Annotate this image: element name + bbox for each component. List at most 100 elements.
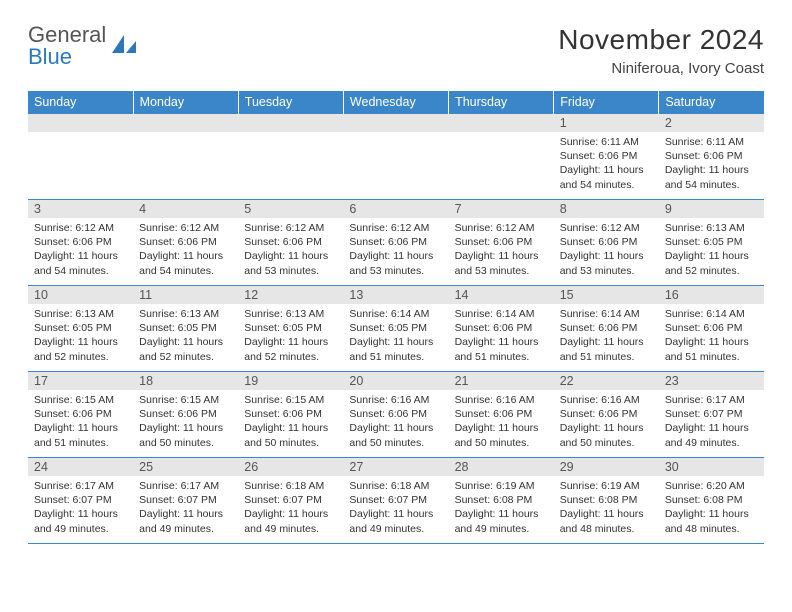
calendar-day-cell: 23Sunrise: 6:17 AMSunset: 6:07 PMDayligh… — [659, 372, 764, 458]
day-number: 9 — [659, 200, 764, 218]
calendar-header-row: SundayMondayTuesdayWednesdayThursdayFrid… — [28, 91, 764, 114]
location-label: Niniferoua, Ivory Coast — [558, 60, 764, 77]
calendar-day-cell: 28Sunrise: 6:19 AMSunset: 6:08 PMDayligh… — [449, 458, 554, 544]
calendar-day-cell — [238, 114, 343, 200]
calendar-day-cell: 2Sunrise: 6:11 AMSunset: 6:06 PMDaylight… — [659, 114, 764, 200]
day-number: 3 — [28, 200, 133, 218]
day-details: Sunrise: 6:12 AMSunset: 6:06 PMDaylight:… — [343, 218, 448, 282]
day-number: 21 — [449, 372, 554, 390]
calendar-table: SundayMondayTuesdayWednesdayThursdayFrid… — [28, 91, 764, 544]
calendar-week-row: 1Sunrise: 6:11 AMSunset: 6:06 PMDaylight… — [28, 114, 764, 200]
calendar-day-cell: 17Sunrise: 6:15 AMSunset: 6:06 PMDayligh… — [28, 372, 133, 458]
calendar-week-row: 17Sunrise: 6:15 AMSunset: 6:06 PMDayligh… — [28, 372, 764, 458]
day-number: 2 — [659, 114, 764, 132]
calendar-body: 1Sunrise: 6:11 AMSunset: 6:06 PMDaylight… — [28, 114, 764, 544]
calendar-day-cell: 12Sunrise: 6:13 AMSunset: 6:05 PMDayligh… — [238, 286, 343, 372]
day-details: Sunrise: 6:15 AMSunset: 6:06 PMDaylight:… — [238, 390, 343, 454]
calendar-day-cell: 13Sunrise: 6:14 AMSunset: 6:05 PMDayligh… — [343, 286, 448, 372]
day-number: 4 — [133, 200, 238, 218]
day-header: Saturday — [659, 91, 764, 114]
calendar-day-cell — [343, 114, 448, 200]
calendar-day-cell: 26Sunrise: 6:18 AMSunset: 6:07 PMDayligh… — [238, 458, 343, 544]
day-details: Sunrise: 6:12 AMSunset: 6:06 PMDaylight:… — [133, 218, 238, 282]
day-number: 1 — [554, 114, 659, 132]
day-number: 11 — [133, 286, 238, 304]
day-number: 20 — [343, 372, 448, 390]
day-number — [238, 114, 343, 132]
calendar-day-cell — [449, 114, 554, 200]
calendar-day-cell — [133, 114, 238, 200]
calendar-day-cell: 1Sunrise: 6:11 AMSunset: 6:06 PMDaylight… — [554, 114, 659, 200]
day-number: 29 — [554, 458, 659, 476]
calendar-day-cell: 30Sunrise: 6:20 AMSunset: 6:08 PMDayligh… — [659, 458, 764, 544]
day-number: 10 — [28, 286, 133, 304]
day-details: Sunrise: 6:12 AMSunset: 6:06 PMDaylight:… — [28, 218, 133, 282]
day-details: Sunrise: 6:17 AMSunset: 6:07 PMDaylight:… — [659, 390, 764, 454]
day-details: Sunrise: 6:13 AMSunset: 6:05 PMDaylight:… — [659, 218, 764, 282]
day-header: Monday — [133, 91, 238, 114]
day-details: Sunrise: 6:19 AMSunset: 6:08 PMDaylight:… — [449, 476, 554, 540]
day-number: 26 — [238, 458, 343, 476]
day-number — [133, 114, 238, 132]
calendar-day-cell: 6Sunrise: 6:12 AMSunset: 6:06 PMDaylight… — [343, 200, 448, 286]
day-details: Sunrise: 6:14 AMSunset: 6:05 PMDaylight:… — [343, 304, 448, 368]
calendar-week-row: 10Sunrise: 6:13 AMSunset: 6:05 PMDayligh… — [28, 286, 764, 372]
calendar-day-cell: 25Sunrise: 6:17 AMSunset: 6:07 PMDayligh… — [133, 458, 238, 544]
day-header: Thursday — [449, 91, 554, 114]
day-details: Sunrise: 6:15 AMSunset: 6:06 PMDaylight:… — [133, 390, 238, 454]
day-number: 12 — [238, 286, 343, 304]
calendar-day-cell: 18Sunrise: 6:15 AMSunset: 6:06 PMDayligh… — [133, 372, 238, 458]
day-number: 14 — [449, 286, 554, 304]
calendar-day-cell: 5Sunrise: 6:12 AMSunset: 6:06 PMDaylight… — [238, 200, 343, 286]
calendar-day-cell: 24Sunrise: 6:17 AMSunset: 6:07 PMDayligh… — [28, 458, 133, 544]
day-number: 16 — [659, 286, 764, 304]
day-number: 22 — [554, 372, 659, 390]
day-header: Wednesday — [343, 91, 448, 114]
day-details: Sunrise: 6:11 AMSunset: 6:06 PMDaylight:… — [554, 132, 659, 196]
day-details: Sunrise: 6:14 AMSunset: 6:06 PMDaylight:… — [449, 304, 554, 368]
day-header: Tuesday — [238, 91, 343, 114]
day-number: 18 — [133, 372, 238, 390]
calendar-day-cell: 22Sunrise: 6:16 AMSunset: 6:06 PMDayligh… — [554, 372, 659, 458]
calendar-day-cell: 19Sunrise: 6:15 AMSunset: 6:06 PMDayligh… — [238, 372, 343, 458]
day-details: Sunrise: 6:15 AMSunset: 6:06 PMDaylight:… — [28, 390, 133, 454]
day-details: Sunrise: 6:13 AMSunset: 6:05 PMDaylight:… — [28, 304, 133, 368]
calendar-day-cell: 3Sunrise: 6:12 AMSunset: 6:06 PMDaylight… — [28, 200, 133, 286]
day-number — [449, 114, 554, 132]
day-details: Sunrise: 6:13 AMSunset: 6:05 PMDaylight:… — [238, 304, 343, 368]
day-details: Sunrise: 6:16 AMSunset: 6:06 PMDaylight:… — [554, 390, 659, 454]
day-number: 27 — [343, 458, 448, 476]
day-number: 8 — [554, 200, 659, 218]
calendar-day-cell: 11Sunrise: 6:13 AMSunset: 6:05 PMDayligh… — [133, 286, 238, 372]
sail-icon — [110, 33, 138, 62]
calendar-day-cell: 10Sunrise: 6:13 AMSunset: 6:05 PMDayligh… — [28, 286, 133, 372]
day-number: 15 — [554, 286, 659, 304]
day-details: Sunrise: 6:13 AMSunset: 6:05 PMDaylight:… — [133, 304, 238, 368]
calendar-day-cell: 4Sunrise: 6:12 AMSunset: 6:06 PMDaylight… — [133, 200, 238, 286]
day-details: Sunrise: 6:18 AMSunset: 6:07 PMDaylight:… — [343, 476, 448, 540]
day-details: Sunrise: 6:12 AMSunset: 6:06 PMDaylight:… — [449, 218, 554, 282]
calendar-day-cell: 9Sunrise: 6:13 AMSunset: 6:05 PMDaylight… — [659, 200, 764, 286]
calendar-week-row: 24Sunrise: 6:17 AMSunset: 6:07 PMDayligh… — [28, 458, 764, 544]
day-number: 23 — [659, 372, 764, 390]
day-number: 17 — [28, 372, 133, 390]
logo-word-blue: Blue — [28, 44, 72, 69]
day-header: Sunday — [28, 91, 133, 114]
day-details: Sunrise: 6:11 AMSunset: 6:06 PMDaylight:… — [659, 132, 764, 196]
day-number: 7 — [449, 200, 554, 218]
calendar-day-cell: 16Sunrise: 6:14 AMSunset: 6:06 PMDayligh… — [659, 286, 764, 372]
day-number: 24 — [28, 458, 133, 476]
day-number — [28, 114, 133, 132]
day-number: 25 — [133, 458, 238, 476]
day-details: Sunrise: 6:12 AMSunset: 6:06 PMDaylight:… — [554, 218, 659, 282]
day-details: Sunrise: 6:20 AMSunset: 6:08 PMDaylight:… — [659, 476, 764, 540]
day-number — [343, 114, 448, 132]
calendar-day-cell: 14Sunrise: 6:14 AMSunset: 6:06 PMDayligh… — [449, 286, 554, 372]
day-number: 30 — [659, 458, 764, 476]
day-details: Sunrise: 6:17 AMSunset: 6:07 PMDaylight:… — [28, 476, 133, 540]
day-header: Friday — [554, 91, 659, 114]
calendar-day-cell: 8Sunrise: 6:12 AMSunset: 6:06 PMDaylight… — [554, 200, 659, 286]
day-number: 5 — [238, 200, 343, 218]
calendar-day-cell: 7Sunrise: 6:12 AMSunset: 6:06 PMDaylight… — [449, 200, 554, 286]
day-details: Sunrise: 6:17 AMSunset: 6:07 PMDaylight:… — [133, 476, 238, 540]
